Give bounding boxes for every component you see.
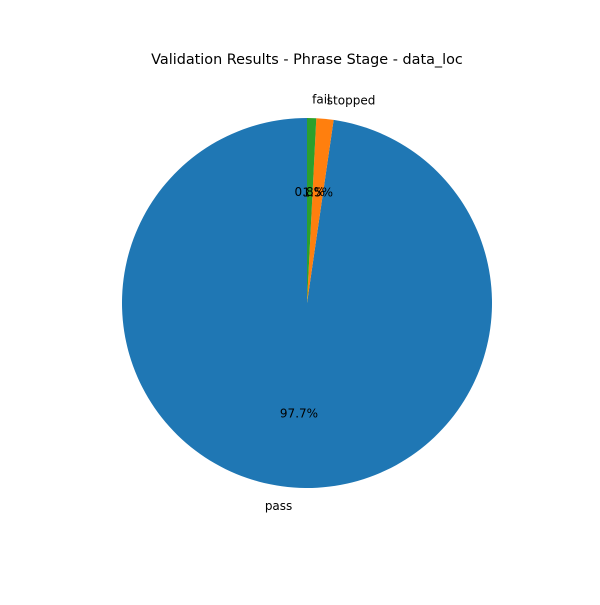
- percent-label-stopped: 1.5%: [303, 186, 334, 200]
- slices-group: [121, 118, 492, 488]
- category-label-stopped: stopped: [327, 93, 376, 107]
- labels-group: pass 97.7% stopped 1.5% fail 0.8%: [265, 93, 376, 513]
- pie-slice-stopped: [307, 118, 334, 303]
- chart-title: Validation Results - Phrase Stage - data…: [151, 52, 463, 68]
- percent-label-pass: 97.7%: [280, 407, 318, 421]
- pie-slice-fail: [307, 118, 317, 303]
- percent-label-fail: 0.8%: [295, 185, 326, 199]
- category-label-pass: pass: [265, 499, 292, 513]
- category-label-fail: fail: [312, 93, 330, 107]
